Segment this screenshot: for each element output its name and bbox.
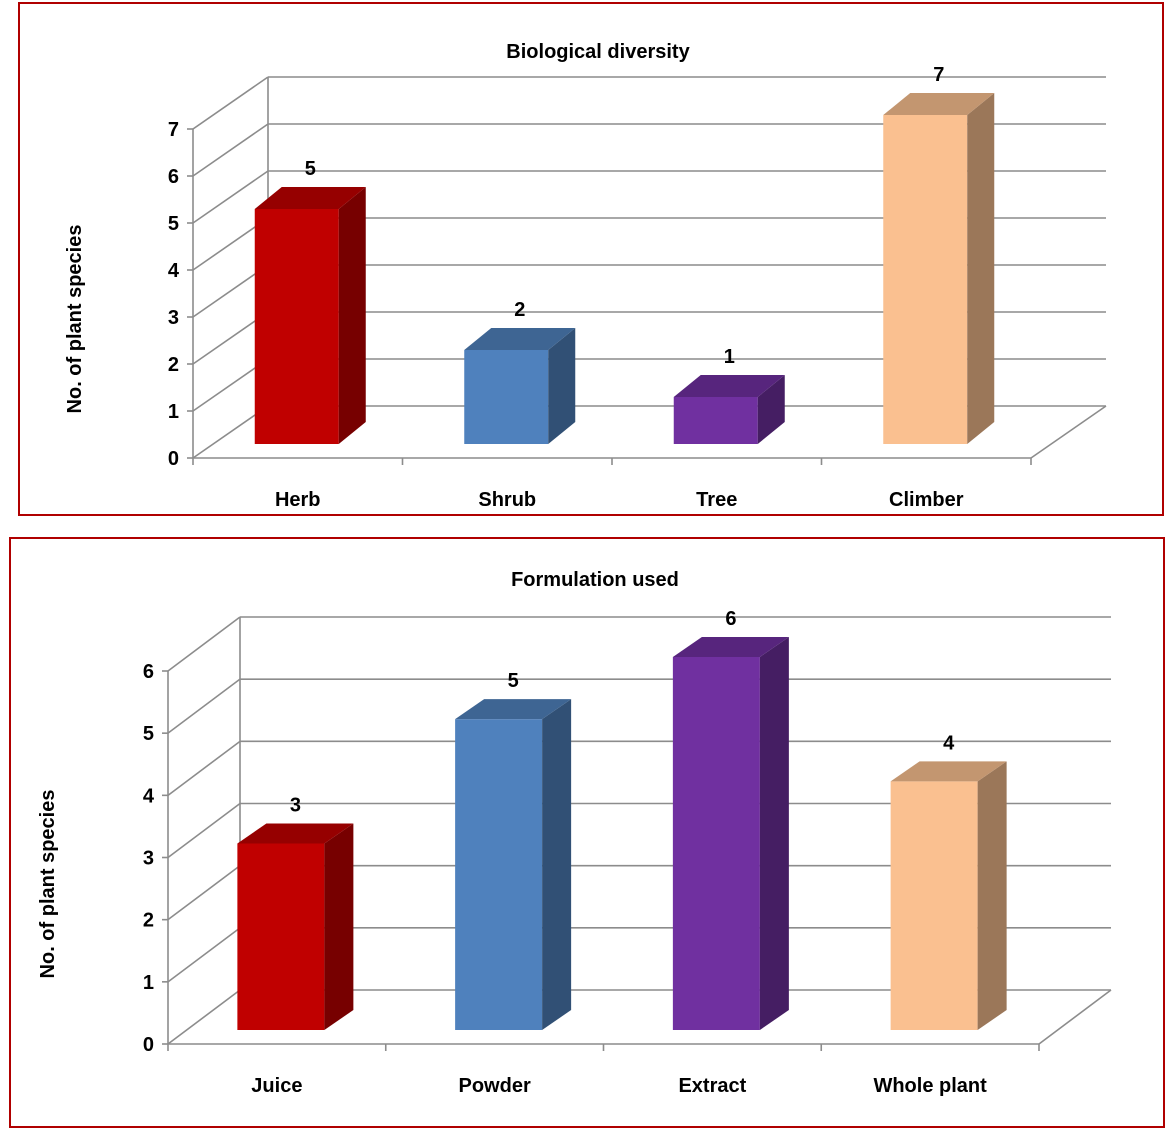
bar-side bbox=[542, 699, 572, 1030]
x-tick-label: Climber bbox=[889, 489, 964, 511]
x-tick-label: Whole plant bbox=[873, 1075, 987, 1097]
y-tick-label: 2 bbox=[168, 354, 179, 376]
chart-panel-formulation-used: Formulation used No. of plant species 0 1… bbox=[9, 537, 1165, 1128]
y-tick-label: 3 bbox=[168, 307, 179, 329]
bar-front bbox=[883, 115, 968, 444]
y-tick-label: 1 bbox=[168, 401, 179, 423]
bar-juice bbox=[237, 823, 354, 1030]
data-label: 2 bbox=[514, 299, 525, 321]
bar-top bbox=[673, 375, 785, 397]
bar-front bbox=[254, 209, 339, 444]
gridline-depth bbox=[192, 76, 269, 130]
plot-area: 0 1 2 3 4 5 6 3 Juice 5 Powder 6 Extract 4 Whole plant bbox=[143, 608, 1112, 1097]
floor-edge bbox=[1038, 989, 1112, 1045]
data-label: 6 bbox=[725, 608, 736, 630]
bar-powder bbox=[455, 699, 572, 1030]
bar-front bbox=[464, 350, 549, 444]
gridline-depth bbox=[167, 678, 241, 734]
x-tick-label: Tree bbox=[696, 489, 737, 511]
bar-top bbox=[237, 823, 354, 844]
chart-panel-biological-diversity: Biological diversity No. of plant specie… bbox=[18, 2, 1164, 516]
gridline-depth bbox=[167, 802, 241, 859]
data-label: 5 bbox=[305, 158, 316, 180]
y-axis-label: No. of plant species bbox=[37, 790, 59, 979]
y-tick-label: 3 bbox=[143, 848, 154, 870]
chart-formulation-used: Formulation used No. of plant species 0 1… bbox=[37, 569, 1112, 1097]
bar-side bbox=[548, 328, 576, 444]
y-tick-label: 6 bbox=[168, 166, 179, 188]
plot-area: 0 1 2 3 4 5 6 7 5 Herb 2 Shrub 1 Tree 7 Climber bbox=[168, 64, 1107, 511]
gridline-depth bbox=[167, 989, 241, 1045]
x-tick-label: Herb bbox=[275, 489, 321, 511]
gridline-depth bbox=[167, 616, 241, 672]
bar-top bbox=[464, 328, 576, 350]
gridline-depth bbox=[192, 170, 269, 224]
gridline-depth bbox=[167, 927, 241, 983]
data-label: 1 bbox=[724, 346, 735, 368]
bar-top bbox=[254, 187, 366, 209]
y-tick-label: 2 bbox=[143, 910, 154, 932]
data-label: 7 bbox=[933, 64, 944, 86]
y-tick-label: 4 bbox=[143, 785, 155, 807]
bar-top bbox=[672, 637, 789, 657]
y-tick-label: 4 bbox=[168, 260, 180, 282]
y-tick-label: 5 bbox=[168, 213, 179, 235]
bar-climber bbox=[883, 93, 995, 444]
y-tick-label: 7 bbox=[168, 119, 179, 141]
x-tick-label: Powder bbox=[459, 1075, 531, 1097]
data-label: 5 bbox=[508, 670, 519, 692]
bar-front bbox=[890, 781, 978, 1030]
bar-extract bbox=[672, 637, 789, 1030]
bar-front bbox=[672, 657, 760, 1030]
y-tick-label: 5 bbox=[143, 723, 154, 745]
floor-edge bbox=[1030, 405, 1107, 459]
data-label: 3 bbox=[290, 795, 301, 817]
gridline-depth bbox=[192, 123, 269, 177]
x-tick-label: Juice bbox=[251, 1075, 302, 1097]
bar-front bbox=[237, 843, 325, 1030]
gridline-depth bbox=[167, 740, 241, 796]
x-tick-label: Extract bbox=[678, 1075, 746, 1097]
bar-herb bbox=[254, 187, 366, 444]
bar-front bbox=[673, 397, 758, 444]
y-tick-label: 6 bbox=[143, 661, 154, 683]
x-tick-label: Shrub bbox=[478, 489, 536, 511]
bar-front bbox=[455, 719, 543, 1030]
gridline-depth bbox=[167, 865, 241, 921]
y-axis-label: No. of plant species bbox=[64, 225, 86, 414]
chart-title: Formulation used bbox=[511, 569, 679, 591]
bar-side bbox=[977, 761, 1007, 1030]
bar-side bbox=[338, 187, 366, 444]
bar-top bbox=[890, 761, 1007, 782]
chart-title: Biological diversity bbox=[506, 41, 690, 63]
bar-tree bbox=[673, 375, 785, 444]
bar-top bbox=[455, 699, 572, 720]
bar-side bbox=[967, 93, 995, 444]
bar-top bbox=[883, 93, 995, 115]
bar-side bbox=[759, 637, 789, 1030]
y-tick-label: 1 bbox=[143, 972, 154, 994]
chart-biological-diversity: Biological diversity No. of plant specie… bbox=[64, 41, 1107, 511]
bar-side bbox=[324, 823, 354, 1030]
bar-shrub bbox=[464, 328, 576, 444]
bar-whole-plant bbox=[890, 761, 1007, 1030]
bar-side bbox=[757, 375, 785, 444]
y-tick-label: 0 bbox=[143, 1034, 154, 1056]
data-label: 4 bbox=[943, 732, 955, 754]
y-tick-label: 0 bbox=[168, 448, 179, 470]
